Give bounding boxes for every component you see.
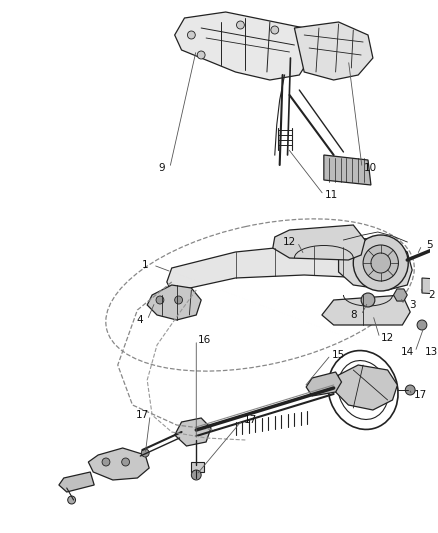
Circle shape <box>405 385 415 395</box>
Text: 9: 9 <box>159 163 165 173</box>
Circle shape <box>371 253 391 273</box>
Polygon shape <box>306 372 342 396</box>
Text: 17: 17 <box>244 415 257 425</box>
Text: 15: 15 <box>332 350 345 360</box>
Text: 17: 17 <box>136 410 149 420</box>
Text: 14: 14 <box>401 347 414 357</box>
Text: 2: 2 <box>428 290 435 300</box>
Text: 3: 3 <box>409 300 416 310</box>
Polygon shape <box>167 245 385 292</box>
Circle shape <box>68 496 76 504</box>
Polygon shape <box>191 462 204 472</box>
Polygon shape <box>273 225 365 260</box>
Text: 4: 4 <box>136 315 143 325</box>
Text: 17: 17 <box>413 390 427 400</box>
Text: 12: 12 <box>283 237 296 247</box>
Polygon shape <box>339 238 412 290</box>
Polygon shape <box>336 365 397 410</box>
Circle shape <box>417 320 427 330</box>
Polygon shape <box>393 289 407 301</box>
Text: 16: 16 <box>198 335 211 345</box>
Polygon shape <box>432 318 438 330</box>
Polygon shape <box>322 295 410 325</box>
Circle shape <box>175 296 183 304</box>
Circle shape <box>271 26 279 34</box>
Polygon shape <box>294 22 373 80</box>
Circle shape <box>102 458 110 466</box>
Polygon shape <box>175 418 211 446</box>
Polygon shape <box>324 155 371 185</box>
Circle shape <box>141 449 149 457</box>
Circle shape <box>353 235 408 291</box>
Text: 12: 12 <box>381 333 394 343</box>
Circle shape <box>237 21 244 29</box>
Circle shape <box>361 293 375 307</box>
Circle shape <box>187 31 195 39</box>
Text: 8: 8 <box>350 310 357 320</box>
Text: 5: 5 <box>427 240 433 250</box>
Text: 10: 10 <box>364 163 377 173</box>
Polygon shape <box>88 448 149 480</box>
Circle shape <box>363 245 399 281</box>
Circle shape <box>156 296 164 304</box>
Circle shape <box>191 470 201 480</box>
Polygon shape <box>175 12 312 80</box>
Circle shape <box>197 51 205 59</box>
Text: 1: 1 <box>142 260 148 270</box>
Circle shape <box>122 458 130 466</box>
Polygon shape <box>59 472 94 492</box>
Polygon shape <box>422 278 438 295</box>
Polygon shape <box>147 285 201 320</box>
Text: 13: 13 <box>425 347 438 357</box>
Text: 11: 11 <box>325 190 338 200</box>
